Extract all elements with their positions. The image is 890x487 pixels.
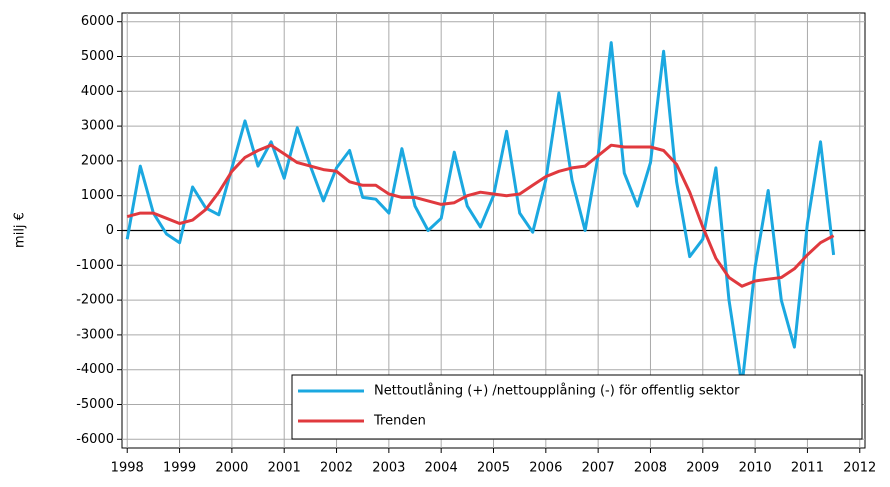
x-tick-label: 2000 — [215, 461, 248, 476]
x-tick-label: 2011 — [791, 461, 824, 476]
y-tick-label: 4000 — [81, 84, 114, 99]
x-tick-label: 2012 — [843, 461, 876, 476]
series-line — [126, 143, 835, 288]
y-tick-label: -3000 — [76, 327, 114, 342]
x-tick-label: 2008 — [634, 461, 667, 476]
x-tick-label: 2010 — [739, 461, 772, 476]
series-line — [125, 41, 836, 387]
x-tick-label: 2009 — [686, 461, 719, 476]
y-tick-label: 3000 — [81, 119, 114, 134]
x-tick-label: 2006 — [529, 461, 562, 476]
y-tick-label: 6000 — [81, 14, 114, 29]
x-tick-label: 2003 — [372, 461, 405, 476]
y-tick-label: 5000 — [81, 49, 114, 64]
legend — [291, 374, 863, 440]
legend-label: Nettoutlåning (+) /nettoupplåning (-) fö… — [374, 384, 740, 399]
y-tick-label: 0 — [106, 223, 114, 238]
x-tick-label: 2004 — [425, 461, 458, 476]
x-tick-label: 1998 — [111, 461, 144, 476]
y-tick-label: -4000 — [76, 362, 114, 377]
x-tick-label: 1999 — [163, 461, 196, 476]
y-axis-label: milj € — [13, 212, 28, 248]
y-tick-label: -2000 — [76, 293, 114, 308]
y-tick-label: 2000 — [81, 153, 114, 168]
x-tick-label: 2001 — [268, 461, 301, 476]
x-tick-label: 2005 — [477, 461, 510, 476]
y-tick-label: -5000 — [76, 397, 114, 412]
y-tick-label: -6000 — [76, 432, 114, 447]
x-tick-label: 2002 — [320, 461, 353, 476]
y-tick-label: -1000 — [76, 258, 114, 273]
legend-label: Trenden — [373, 414, 426, 429]
x-tick-label: 2007 — [582, 461, 615, 476]
y-tick-label: 1000 — [81, 188, 114, 203]
